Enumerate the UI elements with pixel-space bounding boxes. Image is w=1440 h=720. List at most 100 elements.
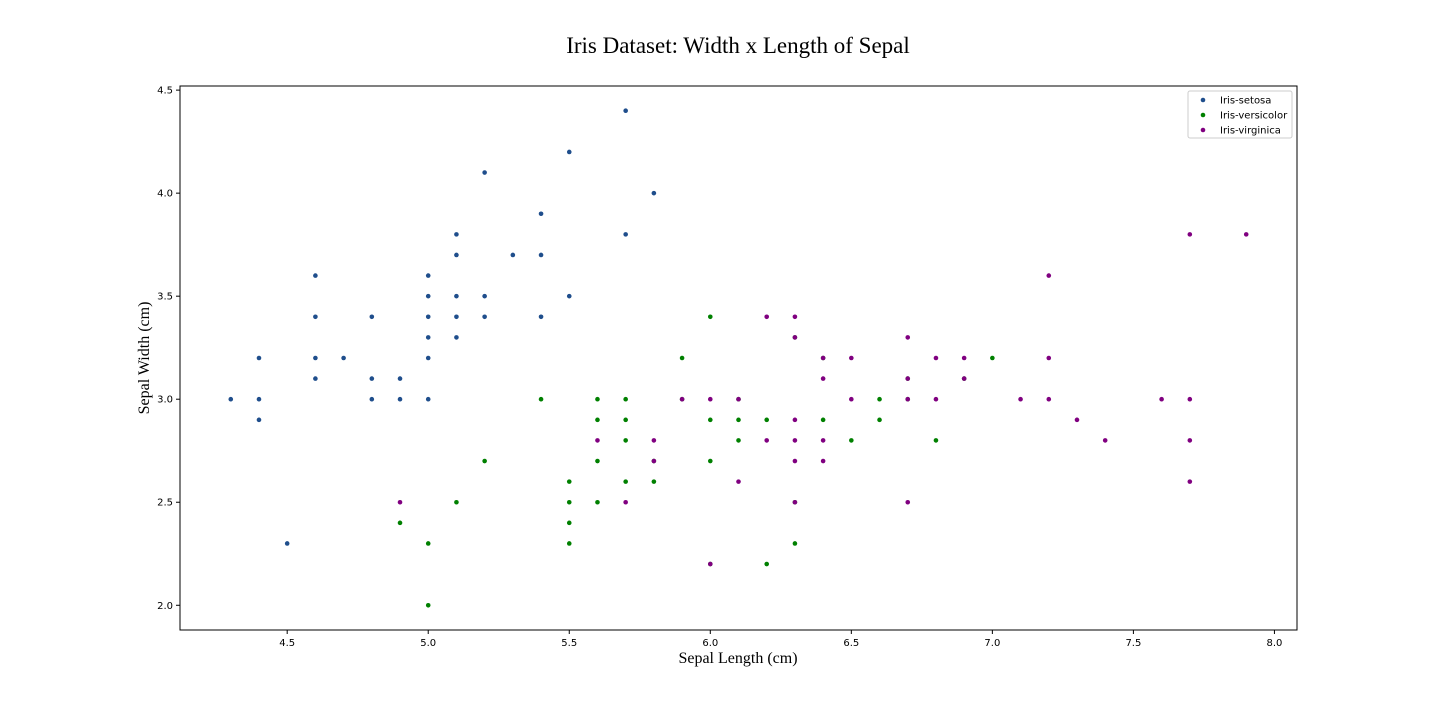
- data-point: [454, 252, 459, 258]
- legend-frame: [1187, 90, 1293, 139]
- data-point: [905, 499, 911, 505]
- data-point: [707, 417, 713, 423]
- data-point: [877, 396, 882, 402]
- plot-area: 4.5 5.0 5.5 6.0 6.5 7.0 7.5 8.0 2.0 2.5 3.0 3.5 4.0…: [157, 85, 1298, 649]
- data-point: [538, 314, 544, 320]
- data-point: [707, 561, 713, 567]
- data-point: [454, 293, 459, 299]
- legend-label: Iris-virginica: [1220, 126, 1281, 137]
- data-point: [764, 561, 770, 567]
- data-point: [595, 458, 600, 464]
- data-point: [284, 541, 290, 546]
- data-point: [961, 376, 967, 381]
- data-point: [397, 499, 403, 505]
- x-axis-label: Sepal Length (cm): [678, 650, 797, 667]
- data-point: [820, 458, 826, 464]
- x-axis-ticks: 4.5 5.0 5.5 6.0 6.5 7.0 7.5 8.0: [279, 630, 1282, 649]
- x-tick-label: 4.5: [279, 638, 295, 649]
- data-points: [228, 108, 1249, 608]
- data-point: [849, 438, 854, 443]
- y-tick-label: 2.5: [157, 498, 173, 509]
- data-point: [764, 417, 770, 423]
- data-point: [707, 396, 713, 402]
- data-point: [623, 417, 628, 423]
- data-point: [482, 170, 487, 175]
- data-point: [623, 232, 628, 237]
- data-point: [566, 541, 572, 546]
- data-point: [623, 499, 628, 505]
- data-point: [792, 335, 798, 340]
- data-point: [313, 314, 318, 320]
- data-point: [482, 293, 487, 299]
- y-axis-ticks: 2.0 2.5 3.0 3.5 4.0 4.5: [157, 86, 180, 612]
- data-point: [313, 273, 318, 278]
- y-tick-label: 3.5: [157, 292, 173, 303]
- y-axis-label: Sepal Width (cm): [136, 302, 153, 415]
- data-point: [425, 602, 431, 608]
- data-point: [961, 355, 967, 361]
- data-point: [651, 458, 657, 464]
- data-point: [623, 108, 628, 114]
- data-point: [566, 149, 572, 155]
- data-point: [538, 396, 544, 402]
- data-point: [736, 417, 741, 423]
- x-tick-label: 6.5: [843, 638, 859, 649]
- data-point: [736, 438, 741, 443]
- data-point: [623, 438, 628, 443]
- x-tick-label: 6.0: [702, 638, 718, 649]
- data-point: [425, 293, 431, 299]
- data-point: [454, 232, 459, 237]
- y-tick-label: 4.5: [157, 86, 173, 97]
- data-point: [651, 190, 657, 196]
- chart-title: Iris Dataset: Width x Length of Sepal: [566, 33, 910, 58]
- data-point: [425, 335, 431, 340]
- data-point: [538, 211, 544, 217]
- data-point: [566, 520, 572, 526]
- data-point: [623, 479, 628, 484]
- data-point: [1074, 417, 1080, 423]
- legend-marker: [1200, 127, 1206, 133]
- data-point: [1243, 232, 1249, 237]
- data-point: [397, 520, 403, 526]
- data-point: [595, 396, 600, 402]
- data-point: [679, 355, 685, 361]
- data-point: [313, 355, 318, 361]
- data-point: [510, 252, 516, 258]
- data-point: [792, 458, 798, 464]
- y-tick-label: 4.0: [157, 189, 173, 200]
- data-point: [764, 314, 770, 320]
- data-point: [454, 335, 459, 340]
- data-point: [425, 314, 431, 320]
- data-point: [820, 417, 826, 423]
- legend-marker: [1200, 112, 1206, 118]
- x-tick-label: 5.0: [420, 638, 436, 649]
- data-point: [256, 396, 262, 402]
- data-point: [1046, 396, 1052, 402]
- data-point: [933, 438, 939, 443]
- data-point: [425, 396, 431, 402]
- data-point: [397, 376, 403, 381]
- data-point: [425, 541, 431, 546]
- x-tick-label: 7.0: [984, 638, 1000, 649]
- data-point: [820, 355, 826, 361]
- data-point: [764, 438, 770, 443]
- data-point: [1187, 232, 1193, 237]
- x-tick-label: 8.0: [1266, 638, 1282, 649]
- data-point: [990, 355, 995, 361]
- data-point: [1046, 273, 1052, 278]
- data-point: [849, 396, 854, 402]
- data-point: [905, 335, 911, 340]
- data-point: [820, 376, 826, 381]
- data-point: [595, 417, 600, 423]
- data-point: [736, 396, 741, 402]
- data-point: [595, 499, 600, 505]
- y-tick-label: 2.0: [157, 601, 173, 612]
- data-point: [820, 438, 826, 443]
- data-point: [482, 314, 487, 320]
- data-point: [425, 273, 431, 278]
- data-point: [792, 314, 798, 320]
- data-point: [482, 458, 487, 464]
- data-point: [566, 293, 572, 299]
- data-point: [933, 396, 939, 402]
